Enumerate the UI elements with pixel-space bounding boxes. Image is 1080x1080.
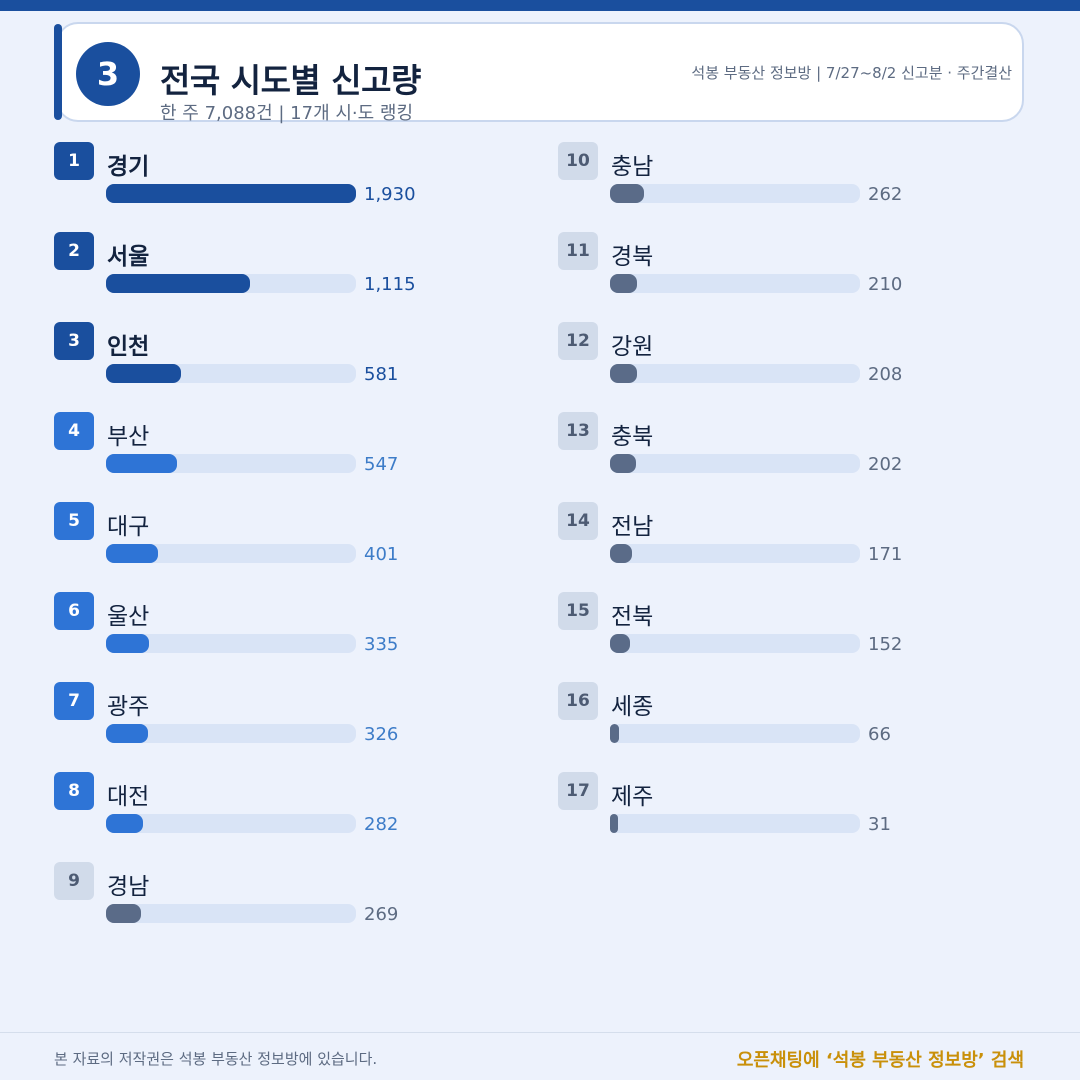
bar-fill xyxy=(610,814,618,833)
bar-fill xyxy=(610,634,630,653)
bar-fill xyxy=(106,454,177,473)
region-name: 서울 xyxy=(107,244,150,270)
source-meta: 석봉 부동산 정보방 | 7/27~8/2 신고분 · 주간결산 xyxy=(691,64,1012,82)
rank-badge: 9 xyxy=(54,862,94,900)
bar-fill xyxy=(106,904,141,923)
region-name: 제주 xyxy=(611,784,654,810)
region-name: 부산 xyxy=(107,424,150,450)
bar-value-label: 152 xyxy=(868,634,903,655)
region-name: 광주 xyxy=(107,694,150,720)
region-name: 대구 xyxy=(107,514,150,540)
rank-badge: 8 xyxy=(54,772,94,810)
bar-fill xyxy=(610,724,619,743)
region-name: 세종 xyxy=(611,694,654,720)
region-name: 대전 xyxy=(107,784,150,810)
bar-fill xyxy=(106,184,356,203)
bar-fill xyxy=(106,634,149,653)
page-title: 전국 시도별 신고량 xyxy=(160,61,421,100)
rank-badge: 1 xyxy=(54,142,94,180)
region-name: 충남 xyxy=(611,154,654,180)
region-name: 강원 xyxy=(611,334,654,360)
bar-fill xyxy=(610,364,637,383)
bar-value-label: 208 xyxy=(868,364,903,385)
header-card: 3 전국 시도별 신고량 한 주 7,088건 | 17개 시·도 랭킹 석봉 … xyxy=(54,22,1024,124)
bar-value-label: 326 xyxy=(364,724,399,745)
rank-badge: 3 xyxy=(54,322,94,360)
bar-track xyxy=(610,544,860,563)
rank-badge: 13 xyxy=(558,412,598,450)
bar-fill xyxy=(106,724,148,743)
bar-track xyxy=(610,634,860,653)
bar-track xyxy=(106,724,356,743)
region-name: 경남 xyxy=(107,874,150,900)
header-accent xyxy=(54,24,62,120)
region-name: 울산 xyxy=(107,604,150,630)
bar-value-label: 547 xyxy=(364,454,399,475)
bar-value-label: 210 xyxy=(868,274,903,295)
bar-track xyxy=(610,364,860,383)
bar-track xyxy=(610,724,860,743)
top-accent-bar xyxy=(0,0,1080,11)
bar-track xyxy=(106,274,356,293)
bar-value-label: 1,930 xyxy=(364,184,416,205)
region-name: 전남 xyxy=(611,514,654,540)
footer-copyright: 본 자료의 저작권은 석봉 부동산 정보방에 있습니다. xyxy=(54,1050,378,1068)
bar-value-label: 1,115 xyxy=(364,274,416,295)
region-name: 인천 xyxy=(107,334,150,360)
bar-track xyxy=(106,184,356,203)
rank-badge: 5 xyxy=(54,502,94,540)
bar-value-label: 66 xyxy=(868,724,891,745)
bar-track xyxy=(106,454,356,473)
rank-badge: 17 xyxy=(558,772,598,810)
bar-track xyxy=(106,364,356,383)
bar-value-label: 401 xyxy=(364,544,399,565)
bar-track xyxy=(610,274,860,293)
bar-fill xyxy=(610,274,637,293)
region-name: 경북 xyxy=(611,244,654,270)
bar-track xyxy=(106,904,356,923)
footer-cta: 오픈채팅에 ‘석봉 부동산 정보방’ 검색 xyxy=(736,1050,1024,1071)
bar-value-label: 202 xyxy=(868,454,903,475)
bar-track xyxy=(610,814,860,833)
rank-badge: 2 xyxy=(54,232,94,270)
rank-badge: 15 xyxy=(558,592,598,630)
bar-fill xyxy=(106,274,250,293)
footer-divider xyxy=(0,1032,1080,1033)
bar-value-label: 262 xyxy=(868,184,903,205)
bar-value-label: 581 xyxy=(364,364,399,385)
bar-track xyxy=(106,814,356,833)
bar-track xyxy=(106,544,356,563)
rank-badge: 16 xyxy=(558,682,598,720)
rank-badge: 14 xyxy=(558,502,598,540)
rank-badge: 6 xyxy=(54,592,94,630)
region-name: 충북 xyxy=(611,424,654,450)
bar-fill xyxy=(610,454,636,473)
bar-fill xyxy=(106,364,181,383)
bar-value-label: 269 xyxy=(364,904,399,925)
rank-badge: 12 xyxy=(558,322,598,360)
bar-value-label: 31 xyxy=(868,814,891,835)
page-subtitle: 한 주 7,088건 | 17개 시·도 랭킹 xyxy=(160,103,414,124)
rank-badge: 4 xyxy=(54,412,94,450)
region-name: 전북 xyxy=(611,604,654,630)
bar-value-label: 282 xyxy=(364,814,399,835)
section-number-badge: 3 xyxy=(76,42,140,106)
bar-fill xyxy=(610,184,644,203)
bar-value-label: 335 xyxy=(364,634,399,655)
rank-badge: 11 xyxy=(558,232,598,270)
bar-fill xyxy=(106,544,158,563)
bar-track xyxy=(610,184,860,203)
bar-value-label: 171 xyxy=(868,544,903,565)
bar-fill xyxy=(106,814,143,833)
rank-badge: 10 xyxy=(558,142,598,180)
bar-track xyxy=(610,454,860,473)
rank-badge: 7 xyxy=(54,682,94,720)
bar-track xyxy=(106,634,356,653)
region-name: 경기 xyxy=(107,154,150,180)
bar-fill xyxy=(610,544,632,563)
